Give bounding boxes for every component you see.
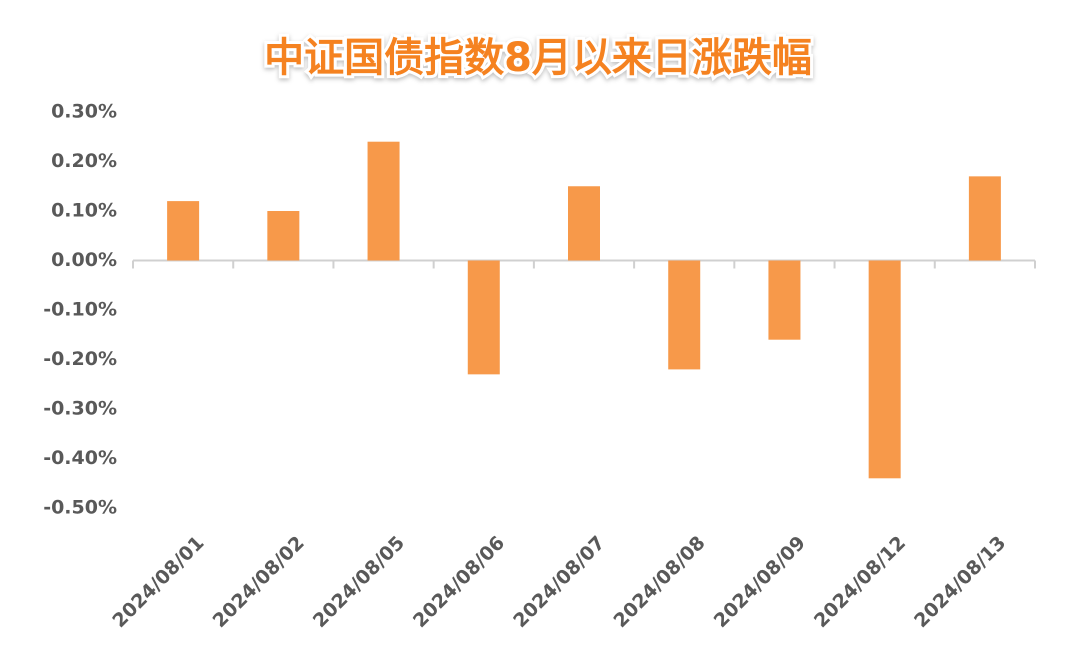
bar (167, 201, 200, 261)
y-tick-label: 0.10% (51, 200, 117, 222)
x-tick-label: 2024/08/01 (108, 532, 208, 632)
bar (968, 176, 1001, 261)
bar (668, 260, 701, 370)
y-tick-label: -0.40% (43, 447, 117, 469)
bar (868, 260, 901, 479)
bar (267, 211, 300, 261)
x-tick-label: 2024/08/05 (309, 532, 409, 632)
bar (367, 141, 400, 261)
chart-title: 中证国债指数8月以来日涨跌幅 (264, 35, 812, 81)
x-tick-label: 2024/08/12 (810, 532, 910, 632)
bar (568, 186, 600, 261)
x-tick-label: 2024/08/06 (409, 532, 509, 632)
x-tick-label: 2024/08/08 (609, 532, 709, 632)
y-tick-label: -0.10% (43, 299, 117, 321)
x-tick-label: 2024/08/07 (509, 532, 609, 632)
y-tick-label: -0.50% (43, 497, 117, 519)
bar (768, 260, 801, 340)
bar (467, 260, 500, 375)
y-tick-label: 0.00% (51, 249, 117, 271)
y-tick-label: -0.30% (43, 398, 117, 420)
x-tick-label: 2024/08/09 (710, 532, 810, 632)
y-tick-label: 0.20% (51, 150, 117, 172)
x-tick-label: 2024/08/13 (910, 532, 1010, 632)
y-tick-label: -0.20% (43, 348, 117, 370)
x-tick-label: 2024/08/02 (209, 532, 309, 632)
y-tick-label: 0.30% (51, 101, 117, 123)
